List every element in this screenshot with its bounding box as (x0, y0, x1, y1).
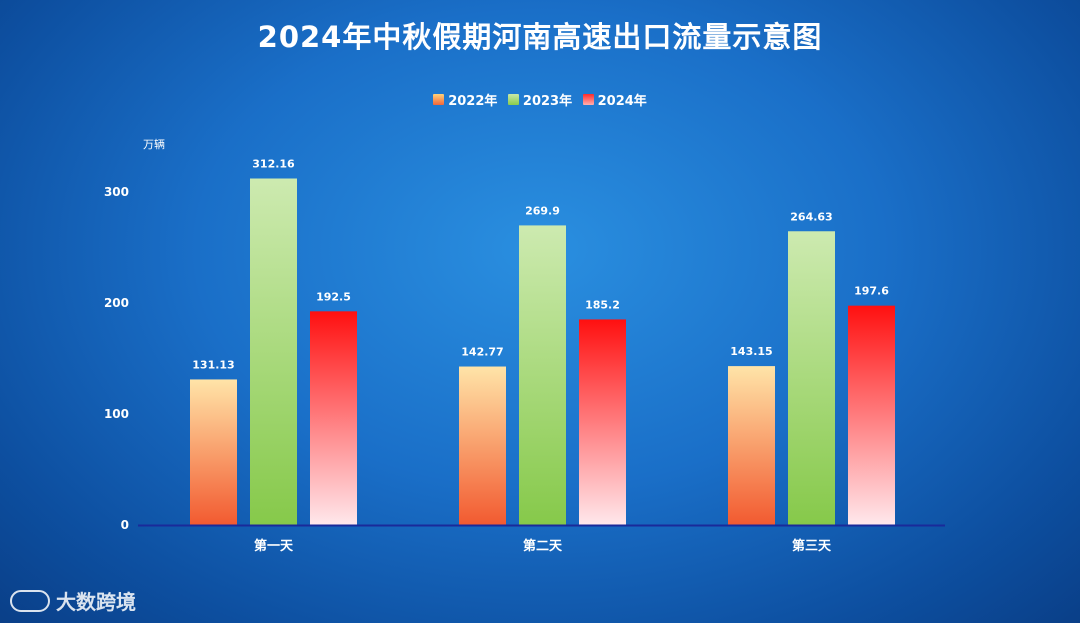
x-tick-label: 第一天 (254, 538, 294, 554)
legend-swatch-2024 (582, 94, 594, 105)
bar-0-0[interactable] (190, 379, 237, 525)
x-tick-label: 第三天 (792, 538, 832, 554)
y-tick-label: 200 (104, 296, 129, 310)
bar-2-2[interactable] (848, 305, 895, 525)
y-tick-label: 100 (104, 407, 129, 421)
data-label: 142.77 (461, 346, 503, 359)
x-tick-label: 第二天 (523, 538, 563, 554)
data-label: 197.6 (854, 285, 889, 298)
legend-label-2024: 2024年 (597, 94, 647, 109)
bar-1-1[interactable] (519, 225, 566, 525)
chart-title: 2024年中秋假期河南高速出口流量示意图 (257, 20, 823, 54)
watermark-logo-icon (10, 589, 50, 612)
bar-2-0[interactable] (728, 366, 775, 525)
bar-0-1[interactable] (250, 178, 297, 526)
data-label: 312.16 (252, 158, 295, 171)
legend: 2022年 2023年 2024年 (0, 90, 1080, 109)
legend-item-2022[interactable]: 2022年 (433, 90, 497, 109)
bar-0-2[interactable] (310, 311, 357, 525)
legend-label-2022: 2022年 (448, 94, 498, 109)
legend-swatch-2022 (433, 94, 445, 105)
data-label: 264.63 (790, 210, 832, 223)
bar-1-2[interactable] (579, 319, 626, 525)
data-label: 185.2 (585, 298, 620, 311)
watermark: 大数跨境 (10, 586, 136, 615)
bar-1-0[interactable] (459, 366, 506, 525)
bar-2-1[interactable] (788, 231, 835, 526)
y-tick-label: 300 (104, 185, 129, 199)
y-tick-label: 0 (121, 518, 129, 532)
legend-label-2023: 2023年 (522, 94, 573, 109)
legend-item-2023[interactable]: 2023年 (507, 90, 573, 109)
data-label: 131.13 (192, 358, 234, 371)
legend-item-2024[interactable]: 2024年 (582, 90, 647, 109)
watermark-text: 大数跨境 (56, 590, 136, 614)
legend-swatch-2023 (507, 94, 519, 105)
y-axis-label: 万辆 (143, 137, 165, 151)
data-label: 143.15 (730, 345, 772, 358)
data-label: 192.5 (316, 290, 351, 303)
data-label: 269.9 (525, 204, 560, 217)
